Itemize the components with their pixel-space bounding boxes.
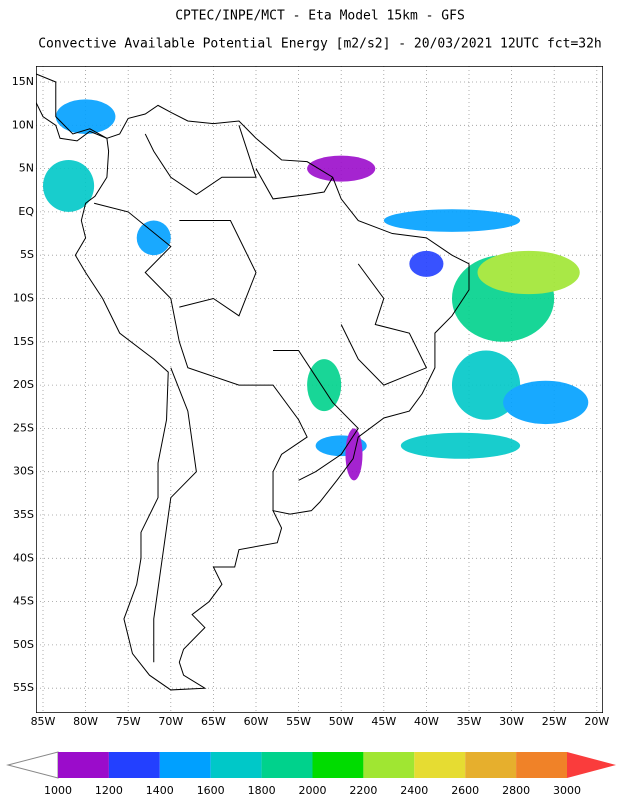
colorbar-over-arrow [567, 752, 616, 778]
lat-label: 30S [13, 465, 34, 478]
colorbar: 1000 1200 1400 1600 1800 2000 2200 2400 2600 2800… [6, 751, 616, 797]
lat-label: 10S [13, 292, 34, 305]
colorbar-box [414, 752, 466, 778]
lat-label: 15N [12, 75, 34, 88]
lat-label: 5S [20, 248, 34, 261]
colorbar-box [159, 752, 211, 778]
lat-label: 35S [13, 508, 34, 521]
lat-label: 55S [13, 681, 34, 694]
colorbar-label: 2800 [502, 784, 530, 797]
lat-label: 20S [13, 378, 34, 391]
colorbar-box [261, 752, 313, 778]
lat-label: 50S [13, 638, 34, 651]
lon-label: 30W [499, 715, 524, 728]
lat-label: 25S [13, 421, 34, 434]
colorbar-label: 2400 [400, 784, 428, 797]
lon-label: 40W [414, 715, 439, 728]
map [17, 66, 603, 713]
colorbar-label: 2200 [349, 784, 377, 797]
cape-field [42, 99, 589, 481]
colorbar-under-arrow [6, 751, 59, 779]
colorbar-label: 2000 [299, 784, 327, 797]
lon-label: 60W [244, 715, 269, 728]
lon-label: 45W [371, 715, 396, 728]
lon-label: 55W [286, 715, 311, 728]
subtitle: Convective Available Potential Energy [m… [38, 37, 602, 52]
colorbar-box [363, 752, 415, 778]
colorbar-label: 1000 [44, 784, 72, 797]
colorbar-box [465, 752, 517, 778]
colorbar-box [58, 752, 109, 778]
title: CPTEC/INPE/MCT - Eta Model 15km - GFS [175, 9, 465, 24]
lat-label: EQ [18, 205, 34, 218]
coastline [17, 73, 469, 690]
lon-label: 80W [73, 715, 98, 728]
colorbar-label: 3000 [553, 784, 581, 797]
colorbar-label: 1800 [248, 784, 276, 797]
lon-label: 35W [457, 715, 482, 728]
colorbar-box [312, 752, 364, 778]
lat-label: 15S [13, 335, 34, 348]
lon-label: 70W [158, 715, 183, 728]
colorbar-label: 1200 [95, 784, 123, 797]
colorbar-box [108, 752, 160, 778]
colorbar-label: 1400 [146, 784, 174, 797]
colorbar-label: 2600 [451, 784, 479, 797]
lat-label: 40S [13, 551, 34, 564]
lon-label: 65W [201, 715, 226, 728]
lon-label: 75W [116, 715, 141, 728]
colorbar-label: 1600 [197, 784, 225, 797]
colorbar-box [210, 752, 262, 778]
lon-label: 25W [542, 715, 567, 728]
lat-label: 10N [12, 118, 34, 131]
lat-label: 45S [13, 595, 34, 608]
colorbar-box [516, 752, 567, 778]
lon-label: 50W [329, 715, 354, 728]
lon-label: 85W [31, 715, 56, 728]
lat-label: 5N [19, 162, 34, 175]
lon-label: 20W [584, 715, 609, 728]
